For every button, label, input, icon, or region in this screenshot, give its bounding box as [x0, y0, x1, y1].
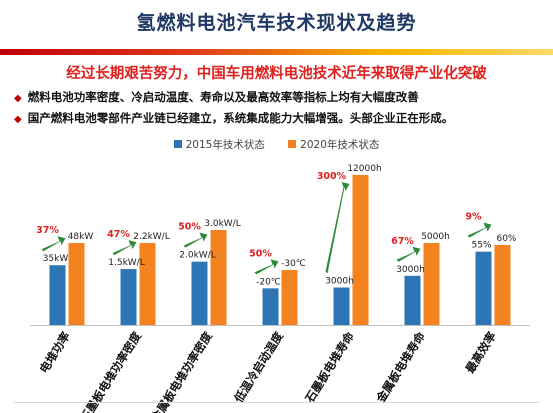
x-tick-label: 石墨板电堆寿命: [302, 329, 357, 406]
x-tick-label: 石墨板电堆功率密度: [77, 329, 145, 413]
bar-2015: [262, 288, 279, 325]
growth-label: 300%: [317, 171, 347, 182]
bar-2020: [352, 175, 369, 325]
bar-2015: [404, 275, 421, 325]
data-label-2015: -20℃: [256, 277, 281, 287]
growth-label: 50%: [178, 222, 201, 233]
bar-2015: [120, 269, 137, 325]
growth-arrow-icon: [183, 232, 208, 248]
bar-2015: [333, 287, 350, 325]
data-label-2020: 5000h: [421, 232, 450, 242]
x-tick-label: 最高效率: [463, 329, 500, 376]
legend-item-2015: 2015年技术状态: [173, 137, 265, 152]
growth-arrow-icon: [467, 222, 492, 238]
chart-legend: 2015年技术状态 2020年技术状态: [0, 137, 553, 152]
title-divider: [0, 49, 553, 55]
bar-2015: [475, 251, 492, 325]
x-tick-label: 低温冷启动温度: [231, 329, 286, 406]
bullet-text-1: 燃料电池功率密度、冷启动温度、寿命以及最高效率等指标上均有大幅度改善: [27, 90, 419, 104]
legend-swatch-2015: [173, 140, 182, 148]
growth-arrow-icon: [112, 240, 137, 256]
bar-2015: [49, 265, 66, 325]
data-label-2015: 2.0kW/L: [179, 251, 215, 261]
bar-2020: [494, 245, 511, 325]
growth-label: 67%: [391, 236, 414, 247]
growth-label: 50%: [249, 248, 272, 259]
bar-2020: [281, 270, 298, 325]
data-label-2020: 3.0kW/L: [204, 219, 240, 229]
growth-arrow-icon: [41, 236, 66, 252]
bar-2020: [139, 243, 156, 325]
x-tick-label: 金属板电堆功率密度: [148, 329, 216, 413]
growth-label: 9%: [465, 212, 482, 223]
data-label-2015: 55%: [471, 241, 491, 251]
growth-arrow-icon: [325, 182, 350, 274]
bar-2020: [210, 230, 227, 325]
data-label-2020: 2.2kW/L: [133, 232, 169, 242]
legend-label-2020: 2020年技术状态: [300, 139, 380, 151]
bar-2020: [423, 243, 440, 325]
data-label-2015: 35kW: [43, 254, 69, 264]
diamond-bullet-icon: ◆: [14, 114, 22, 125]
x-tick-label: 电堆功率: [37, 329, 74, 376]
data-label-2015: 3000h: [396, 265, 425, 275]
data-label-2020: 12000h: [347, 164, 381, 174]
bar-2020: [68, 243, 85, 325]
data-label-2020: -30℃: [281, 259, 306, 269]
bullet-text-2: 国产燃料电池零部件产业链已经建立，系统集成能力大幅增强。头部企业正在形成。: [27, 111, 454, 125]
legend-item-2020: 2020年技术状态: [288, 137, 379, 152]
data-label-2015: 1.5kW/L: [108, 258, 144, 268]
diamond-bullet-icon: ◆: [14, 93, 22, 104]
growth-label: 47%: [107, 229, 130, 240]
legend-swatch-2020: [288, 140, 297, 148]
headline: 经过长期艰苦努力，中国车用燃料电池技术近年来取得产业化突破: [66, 66, 487, 82]
growth-arrow-icon: [254, 259, 279, 275]
bullet-item-1: ◆ 燃料电池功率密度、冷启动温度、寿命以及最高效率等指标上均有大幅度改善: [14, 89, 419, 105]
x-tick-label: 金属板电堆寿命: [373, 329, 428, 406]
bullet-item-2: ◆ 国产燃料电池零部件产业链已经建立，系统集成能力大幅增强。头部企业正在形成。: [14, 110, 453, 126]
bar-2015: [191, 261, 208, 325]
legend-label-2015: 2015年技术状态: [185, 139, 265, 151]
footer-divider: [14, 402, 539, 403]
growth-arrow-icon: [396, 246, 421, 262]
data-label-2020: 60%: [496, 234, 516, 244]
slide-title: 氢燃料电池汽车技术现状及趋势: [136, 12, 417, 34]
data-label-2020: 48kW: [68, 232, 94, 242]
growth-label: 37%: [36, 225, 59, 236]
data-label-2015: 3000h: [325, 277, 354, 287]
